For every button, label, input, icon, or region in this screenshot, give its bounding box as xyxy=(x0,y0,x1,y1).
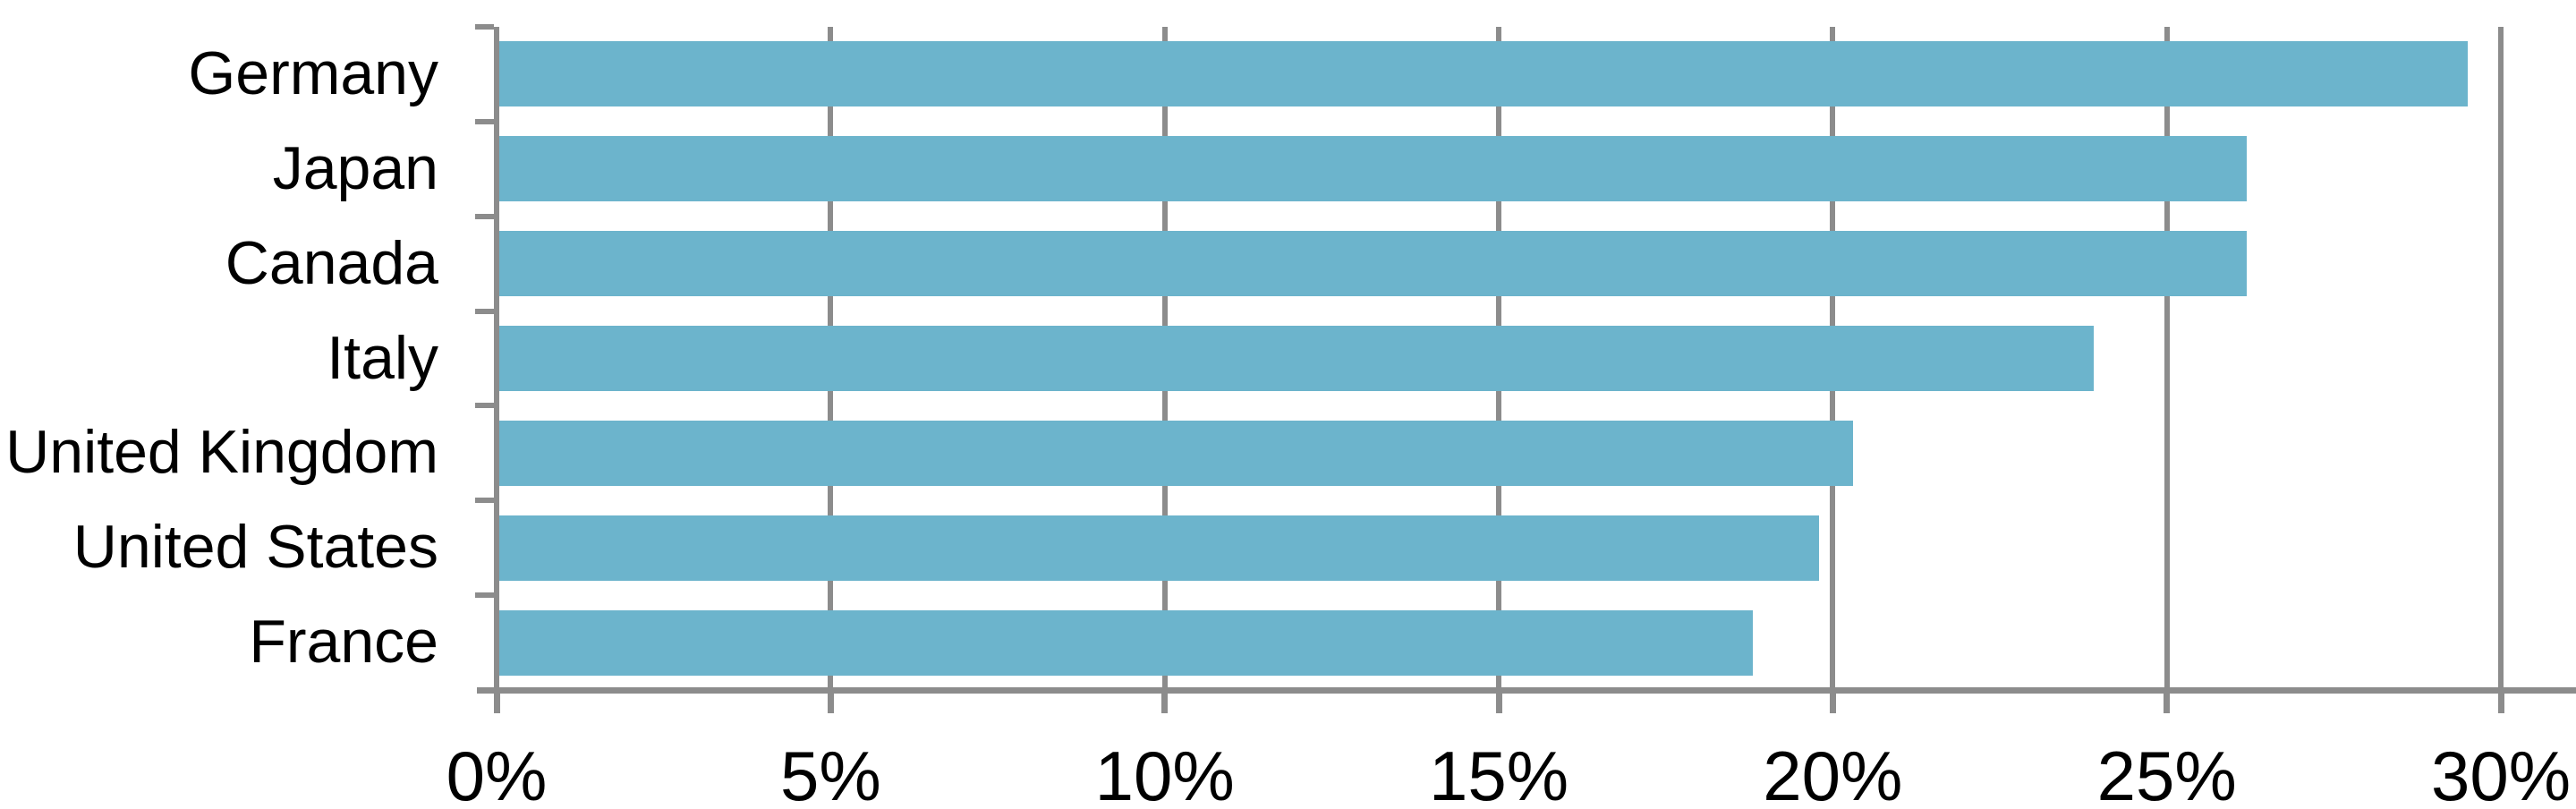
x-axis-tick xyxy=(1829,694,1836,713)
category-label: Germany xyxy=(188,39,438,107)
bar-united-states xyxy=(499,515,1820,581)
y-axis-tick xyxy=(475,213,494,219)
category-label: Italy xyxy=(327,323,438,392)
y-axis-tick xyxy=(475,118,494,124)
category-label: Canada xyxy=(225,228,438,297)
y-axis-tick xyxy=(475,403,494,409)
x-axis-tick xyxy=(2497,694,2504,713)
x-tick-label: 30% xyxy=(2430,737,2572,809)
y-axis-tick xyxy=(475,592,494,599)
category-label: United States xyxy=(72,513,438,582)
x-axis-tick xyxy=(2164,694,2171,713)
x-axis-tick xyxy=(1161,694,1169,713)
y-axis-tick xyxy=(475,498,494,504)
x-gridline xyxy=(2164,27,2170,687)
bar-japan xyxy=(499,136,2248,202)
x-tick-label: 10% xyxy=(1094,737,1235,809)
x-axis-tick xyxy=(1495,694,1502,713)
x-gridline xyxy=(2498,27,2504,687)
x-tick-label: 15% xyxy=(1428,737,1569,809)
x-tick-label: 5% xyxy=(779,737,881,809)
bar-germany xyxy=(499,41,2468,107)
x-axis-line xyxy=(477,687,2576,694)
bar-canada xyxy=(499,231,2248,297)
x-tick-label: 20% xyxy=(1763,737,1903,809)
category-label: Japan xyxy=(272,133,438,202)
bar-united-kingdom xyxy=(499,420,1853,486)
bar-france xyxy=(499,609,1753,676)
category-label: France xyxy=(249,608,438,677)
y-axis-tick xyxy=(475,24,494,30)
bar-italy xyxy=(499,326,2094,391)
x-axis-tick xyxy=(827,694,834,713)
category-label: United Kingdom xyxy=(5,418,438,487)
x-tick-label: 0% xyxy=(446,737,548,809)
y-axis-tick xyxy=(475,308,494,314)
x-axis-tick xyxy=(493,694,500,713)
y-axis-line xyxy=(494,27,499,694)
x-tick-label: 25% xyxy=(2096,737,2237,809)
